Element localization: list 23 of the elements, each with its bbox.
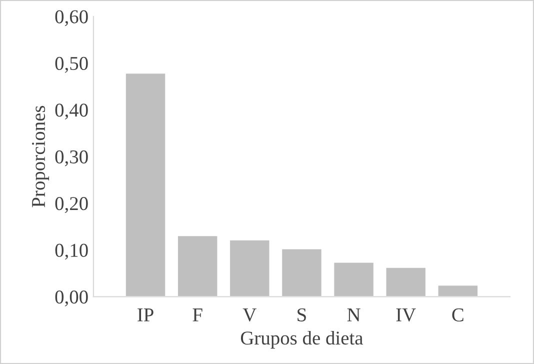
y-tick-label: 0,20 bbox=[55, 197, 88, 213]
x-tick-label: N bbox=[347, 308, 360, 322]
bar bbox=[436, 284, 479, 297]
x-tick-label: S bbox=[298, 308, 306, 322]
y-tick-label: 0,50 bbox=[55, 56, 88, 73]
bar bbox=[176, 234, 219, 297]
bar bbox=[384, 266, 427, 297]
bar bbox=[228, 238, 271, 297]
x-tick-label: F bbox=[192, 308, 202, 322]
y-tick-label: 0,30 bbox=[55, 150, 88, 166]
x-tick-label: V bbox=[242, 308, 256, 322]
y-tick-label: 0,60 bbox=[55, 10, 88, 26]
x-tick-label: IP bbox=[138, 308, 154, 322]
x-tick-label: C bbox=[452, 308, 464, 322]
y-tick-label: 0,00 bbox=[55, 290, 88, 306]
y-tick-label: 0,10 bbox=[55, 244, 88, 260]
bar bbox=[124, 72, 167, 297]
x-tick-label: IV bbox=[396, 308, 416, 322]
bar bbox=[280, 248, 323, 297]
y-axis-title: Proporciones bbox=[32, 106, 50, 208]
x-axis-title: Grupos de dieta bbox=[240, 330, 363, 349]
bar bbox=[332, 261, 375, 297]
y-tick-label: 0,40 bbox=[55, 104, 88, 120]
